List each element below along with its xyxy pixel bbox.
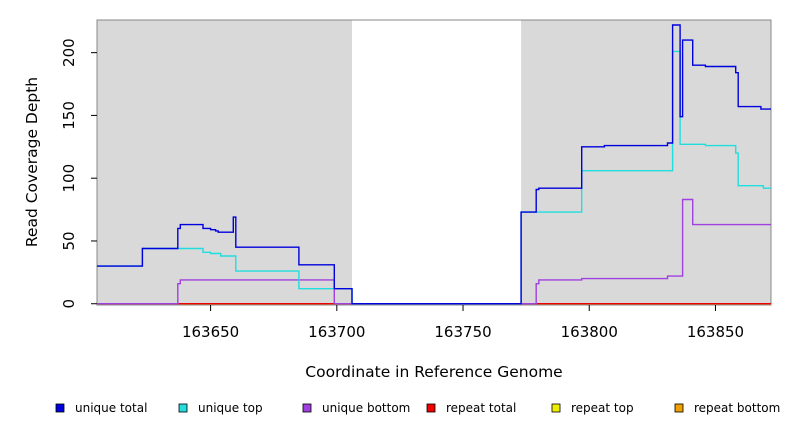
shaded-region-1 (97, 20, 352, 305)
legend-label-repeat-top: repeat top (571, 401, 634, 415)
legend-swatch-repeat-top (551, 403, 561, 413)
y-tick-label: 50 (60, 231, 78, 250)
x-axis-title: Coordinate in Reference Genome (305, 363, 562, 381)
legend-swatch-repeat-bottom (674, 403, 684, 413)
legend-swatch-unique-top (178, 403, 188, 413)
plot-area-frame (96, 19, 772, 306)
legend-label-unique-bottom: unique bottom (322, 401, 410, 415)
legend-label-repeat-bottom: repeat bottom (694, 401, 780, 415)
x-tick-label: 163650 (182, 323, 239, 341)
series-lines (97, 24, 771, 305)
legend-swatch-unique-bottom (302, 403, 312, 413)
x-tick-label: 163750 (434, 323, 491, 341)
legend-label-unique-total: unique total (75, 401, 147, 415)
x-tick-label: 163850 (687, 323, 744, 341)
legend-label-unique-top: unique top (198, 401, 263, 415)
legend-swatch-unique-total (55, 403, 65, 413)
y-axis-title: Read Coverage Depth (23, 77, 41, 247)
series-line-unique-total (97, 24, 771, 305)
y-tick-label: 100 (60, 164, 78, 193)
legend-swatch-repeat-total (426, 403, 436, 413)
y-tick-label: 200 (60, 38, 78, 67)
series-line-unique-bottom (97, 198, 771, 305)
y-tick-label: 0 (60, 299, 78, 309)
y-axis: 0 50 100 150 200 (60, 38, 97, 309)
x-tick-label: 163700 (308, 323, 365, 341)
y-tick-label: 150 (60, 101, 78, 130)
legend-label-repeat-total: repeat total (446, 401, 516, 415)
shaded-region-2 (521, 20, 771, 305)
x-tick-label: 163800 (561, 323, 618, 341)
x-axis: 163650 163700 163750 163800 163850 (182, 305, 744, 341)
legend: unique total unique top unique bottom repea… (55, 401, 780, 415)
shaded-regions (97, 20, 771, 305)
